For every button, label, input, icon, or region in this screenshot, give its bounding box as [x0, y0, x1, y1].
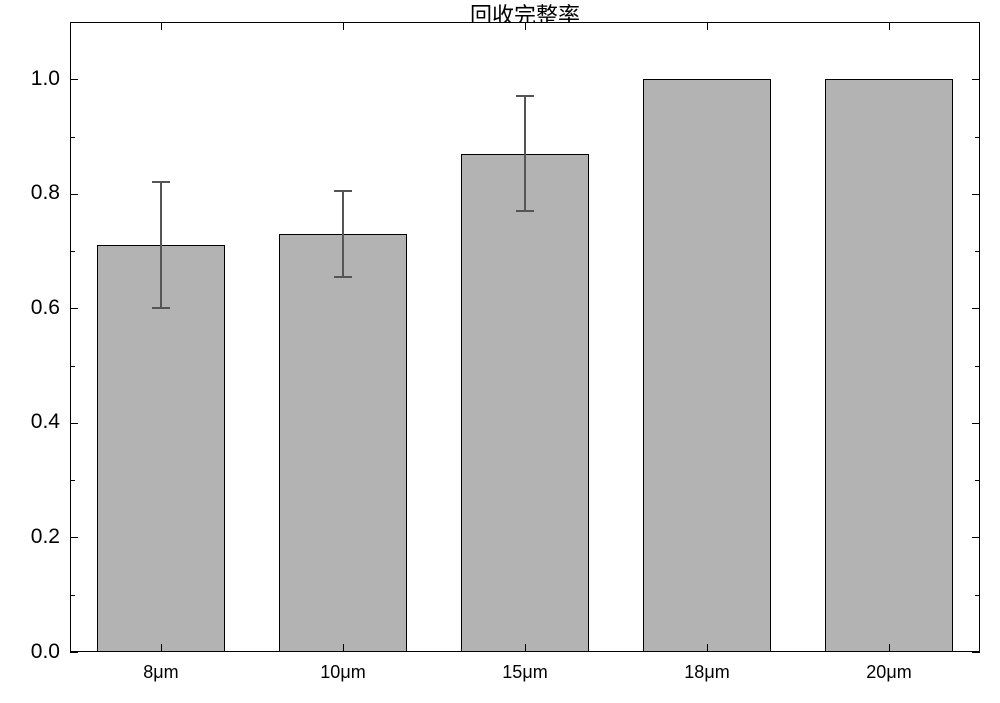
errorbar-cap: [516, 210, 534, 212]
ytick-minor: [975, 595, 980, 596]
errorbar-line: [160, 182, 162, 308]
ytick-major: [70, 79, 78, 80]
ytick-major: [972, 652, 980, 653]
ytick-major: [972, 423, 980, 424]
ytick-minor: [70, 595, 75, 596]
ytick-major: [70, 423, 78, 424]
bar: [643, 79, 770, 652]
errorbar-line: [524, 96, 526, 211]
ytick-minor: [975, 137, 980, 138]
bar: [461, 154, 588, 652]
ytick-major: [70, 652, 78, 653]
xtick-mark: [525, 644, 526, 652]
xtick-label: 20μm: [829, 662, 949, 683]
ytick-label: 0.0: [31, 640, 60, 664]
ytick-minor: [70, 137, 75, 138]
xtick-mark: [707, 644, 708, 652]
ytick-label: 0.6: [31, 296, 60, 320]
errorbar-cap: [334, 190, 352, 192]
xtick-label: 8μm: [101, 662, 221, 683]
ytick-major: [70, 194, 78, 195]
ytick-label: 0.4: [31, 410, 60, 434]
xtick-mark: [161, 644, 162, 652]
xtick-label: 18μm: [647, 662, 767, 683]
ytick-major: [972, 79, 980, 80]
ytick-major: [972, 194, 980, 195]
errorbar-cap: [152, 307, 170, 309]
xtick-mark: [525, 22, 526, 30]
xtick-mark: [707, 22, 708, 30]
ytick-minor: [70, 480, 75, 481]
errorbar-cap: [334, 276, 352, 278]
chart-container: 回收完整率 0.00.20.40.60.81.08μm10μm15μm18μm2…: [0, 0, 1000, 703]
ytick-major: [70, 537, 78, 538]
ytick-major: [972, 308, 980, 309]
ytick-minor: [70, 251, 75, 252]
ytick-label: 0.8: [31, 181, 60, 205]
ytick-minor: [975, 366, 980, 367]
ytick-label: 1.0: [31, 67, 60, 91]
ytick-minor: [70, 366, 75, 367]
ytick-major: [972, 537, 980, 538]
xtick-mark: [889, 644, 890, 652]
errorbar-cap: [152, 181, 170, 183]
xtick-mark: [343, 644, 344, 652]
bar: [825, 79, 952, 652]
bar: [279, 234, 406, 652]
xtick-mark: [889, 22, 890, 30]
ytick-major: [70, 308, 78, 309]
ytick-minor: [975, 251, 980, 252]
xtick-mark: [161, 22, 162, 30]
xtick-label: 15μm: [465, 662, 585, 683]
errorbar-line: [342, 191, 344, 277]
errorbar-cap: [516, 95, 534, 97]
ytick-label: 0.2: [31, 525, 60, 549]
xtick-mark: [343, 22, 344, 30]
xtick-label: 10μm: [283, 662, 403, 683]
ytick-minor: [975, 480, 980, 481]
